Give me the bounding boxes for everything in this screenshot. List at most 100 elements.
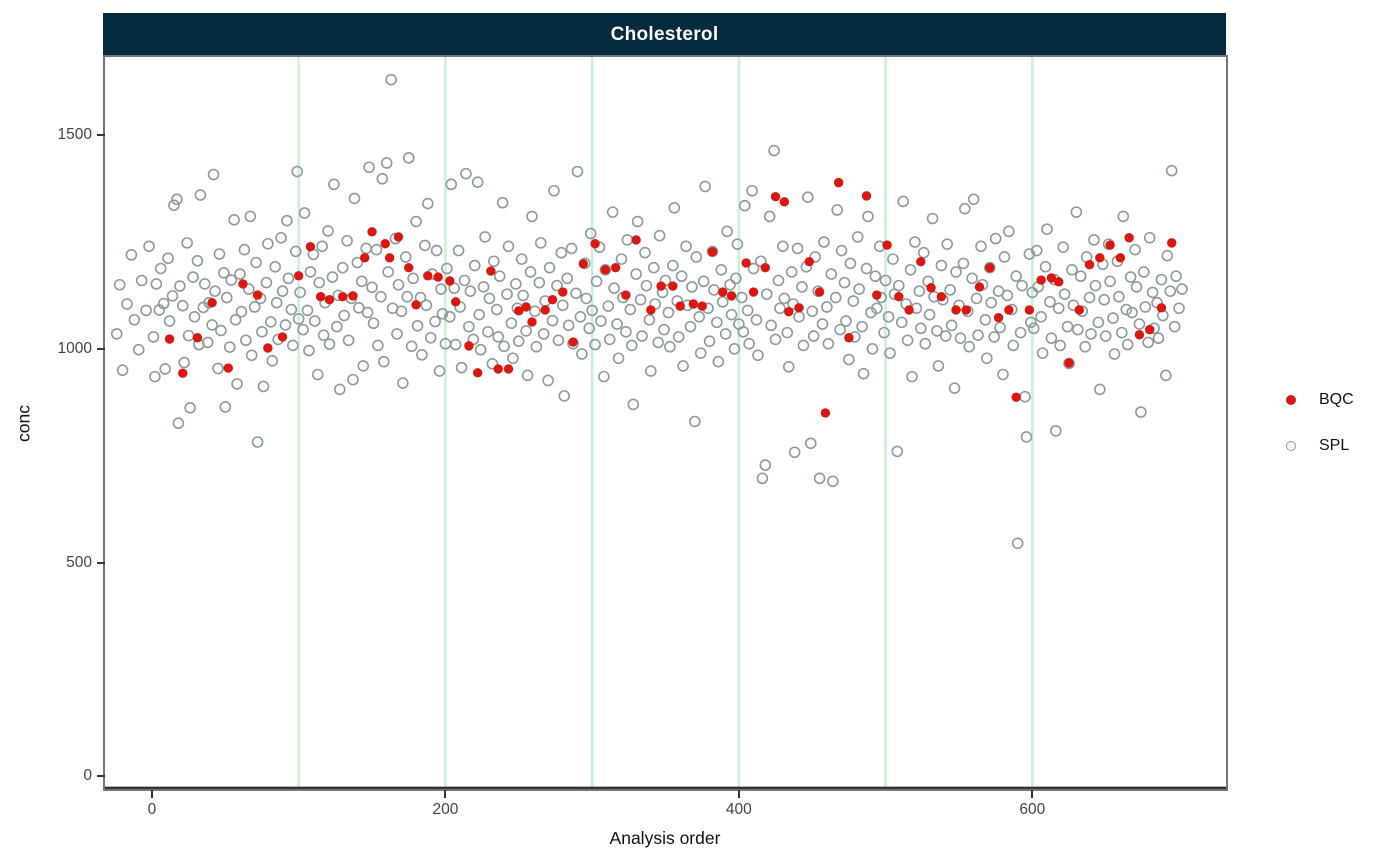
data-point-spl (983, 261, 996, 274)
data-point-spl (611, 318, 623, 330)
chart-title-bar: Cholesterol (103, 13, 1226, 57)
data-point-bqc (315, 292, 326, 302)
data-point-spl (282, 272, 295, 285)
data-point-spl (897, 195, 909, 208)
data-point-bqc (675, 301, 685, 311)
data-point-spl (416, 349, 428, 361)
data-point-spl (608, 282, 620, 294)
data-point-spl (385, 73, 397, 86)
data-point-spl (316, 240, 328, 253)
data-point-spl (1092, 316, 1105, 329)
data-point-spl (699, 180, 711, 193)
data-point-spl (515, 253, 528, 265)
data-point-spl (181, 237, 193, 249)
data-point-spl (441, 262, 453, 275)
data-point-spl (708, 284, 720, 296)
data-point-spl (975, 240, 987, 253)
data-point-spl (552, 334, 565, 347)
data-point-spl (507, 352, 519, 365)
data-point-spl (1083, 291, 1096, 304)
data-point-spl (1142, 336, 1155, 349)
data-point-spl (562, 319, 575, 332)
data-point-spl (1143, 231, 1156, 244)
data-point-spl (555, 246, 568, 259)
data-point-spl (132, 343, 145, 356)
data-point-spl (932, 360, 945, 372)
data-point-spl (602, 300, 615, 312)
data-point-spl (835, 244, 848, 257)
data-point-spl (414, 291, 427, 304)
data-point-spl (806, 305, 819, 318)
data-point-spl (1030, 244, 1043, 257)
data-point-spl (399, 251, 412, 263)
data-point-spl (219, 401, 232, 413)
y-tick-label: 500 (66, 553, 92, 571)
data-point-spl (668, 202, 681, 214)
data-point-spl (561, 272, 573, 285)
y-tick-mark (97, 347, 105, 350)
data-point-bqc (527, 317, 537, 327)
data-point-spl (248, 301, 261, 313)
data-point-spl (1089, 279, 1102, 292)
data-point-spl (380, 157, 393, 169)
data-point-spl (301, 304, 314, 317)
data-point-spl (994, 321, 1006, 334)
legend-label-bqc: BQC (1319, 391, 1354, 408)
data-point-bqc (263, 343, 273, 353)
data-point-spl (483, 292, 496, 305)
data-point-spl (238, 243, 251, 256)
data-point-spl (1113, 290, 1125, 303)
data-point-spl (1164, 285, 1177, 297)
data-point-spl (680, 240, 692, 253)
data-point-spl (410, 215, 422, 228)
data-point-spl (724, 278, 736, 291)
data-point-bqc (646, 305, 656, 315)
data-point-spl (187, 271, 199, 283)
data-point-spl (765, 319, 777, 332)
data-point-spl (822, 337, 835, 350)
data-point-spl (1094, 383, 1106, 396)
data-point-spl (979, 314, 992, 326)
data-point-bqc (748, 287, 759, 297)
data-point-spl (640, 279, 653, 292)
data-point-spl (612, 352, 625, 365)
data-point-spl (1058, 288, 1071, 300)
data-point-bqc (916, 256, 926, 267)
data-point-spl (276, 285, 289, 297)
data-point-spl (397, 377, 409, 389)
data-point-spl (923, 308, 936, 321)
data-point-spl (372, 339, 384, 352)
data-point-spl (869, 270, 882, 283)
data-point-spl (323, 338, 336, 350)
data-point-spl (171, 193, 183, 206)
data-point-spl (244, 210, 257, 223)
data-point-spl (1066, 264, 1078, 276)
data-point-spl (1138, 266, 1150, 278)
data-point-spl (311, 368, 324, 381)
data-point-bqc (600, 265, 611, 275)
data-point-spl (366, 281, 378, 294)
data-point-spl (464, 285, 477, 297)
data-point-spl (603, 333, 616, 346)
data-point-spl (664, 340, 676, 353)
data-point-spl (620, 325, 632, 338)
data-point-spl (242, 283, 255, 295)
data-point-spl (913, 285, 926, 297)
y-tick-label: 1000 (57, 339, 92, 357)
data-point-spl (768, 144, 780, 157)
data-point-bqc (207, 298, 217, 308)
data-point-spl (1011, 537, 1024, 550)
data-point-bqc (833, 177, 844, 188)
data-point-bqc (882, 240, 892, 250)
data-point-spl (424, 331, 437, 344)
data-point-bqc (445, 276, 455, 286)
data-point-spl (297, 323, 309, 336)
data-point-spl (963, 340, 976, 353)
data-point-spl (257, 380, 270, 393)
data-point-bqc (974, 282, 985, 292)
data-point-bqc (464, 341, 474, 351)
data-point-spl (972, 329, 984, 341)
data-point-spl (677, 360, 689, 372)
data-point-spl (289, 245, 302, 258)
data-point-spl (981, 352, 993, 365)
